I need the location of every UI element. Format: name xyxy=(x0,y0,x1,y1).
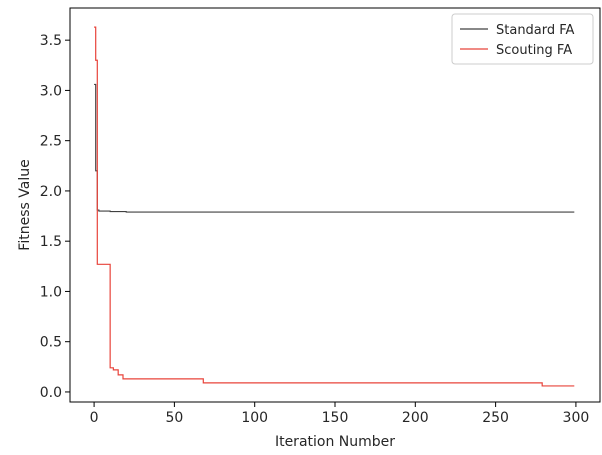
x-tick-label: 0 xyxy=(90,410,99,426)
legend-label: Scouting FA xyxy=(496,43,572,58)
series-line-standard-fa xyxy=(94,83,575,213)
y-tick-label: 0.0 xyxy=(40,385,62,401)
series-line-scouting-fa xyxy=(94,26,575,387)
legend-label: Standard FA xyxy=(496,23,575,38)
y-tick-label: 1.0 xyxy=(40,284,62,300)
y-tick-label: 0.5 xyxy=(40,335,62,351)
y-tick-label: 3.0 xyxy=(40,83,62,99)
y-tick-label: 2.0 xyxy=(40,184,62,200)
legend: Standard FA Scouting FA xyxy=(451,13,594,65)
plot-frame xyxy=(69,7,601,403)
series-layer xyxy=(94,26,575,387)
y-tick-label: 3.5 xyxy=(40,33,62,49)
x-tick-label: 200 xyxy=(402,410,429,426)
x-axis-label: Iteration Number xyxy=(275,434,395,450)
axes-layer: 0 50 100 150 200 250 300 0.0 0.5 1.0 1.5 2.0 2.5 3.0 3… xyxy=(17,7,601,450)
x-tick-label: 150 xyxy=(322,410,349,426)
y-tick-label: 1.5 xyxy=(40,234,62,250)
x-tick-label: 250 xyxy=(482,410,509,426)
y-tick-label: 2.5 xyxy=(40,134,62,150)
x-tick-label: 100 xyxy=(241,410,268,426)
legend-box xyxy=(451,13,594,65)
y-axis-label: Fitness Value xyxy=(17,159,33,250)
x-tick-label: 50 xyxy=(165,410,183,426)
x-tick-label: 300 xyxy=(563,410,590,426)
